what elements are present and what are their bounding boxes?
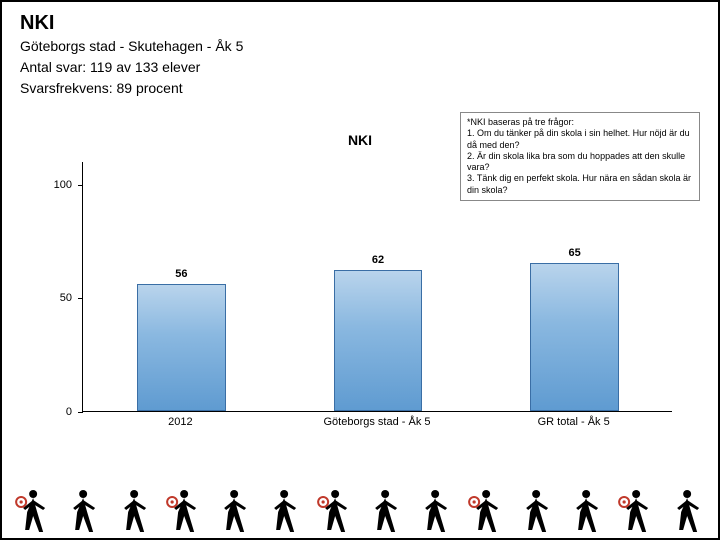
y-tick-label: 50 [60,292,72,304]
silhouette-icon [8,488,58,534]
x-tick-label: GR total - Åk 5 [538,416,610,428]
subtitle-line-1: Göteborgs stad - Skutehagen - Åk 5 [20,37,700,56]
silhouette-icon [410,488,460,534]
y-tick [78,412,83,413]
silhouette-icon [58,488,108,534]
silhouette-icon [310,488,360,534]
silhouette-icon [109,488,159,534]
bar-value-label: 65 [569,247,581,259]
info-line-3: 3. Tänk dig en perfekt skola. Hur nära e… [467,173,693,196]
silhouette-icon [159,488,209,534]
info-line-1: 1. Om du tänker på din skola i sin helhe… [467,128,693,151]
footer-silhouettes [2,486,718,538]
silhouette-icon [461,488,511,534]
subtitle-line-3: Svarsfrekvens: 89 procent [20,79,700,98]
y-tick [78,185,83,186]
info-line-0: *NKI baseras på tre frågor: [467,117,693,128]
x-tick-label: Göteborgs stad - Åk 5 [324,416,431,428]
y-tick-label: 100 [54,179,72,191]
bar-value-label: 62 [372,254,384,266]
silhouette-icon [611,488,661,534]
slide-container: NKI Göteborgs stad - Skutehagen - Åk 5 A… [0,0,720,540]
silhouette-icon [561,488,611,534]
bar [334,270,423,411]
bar-value-label: 56 [175,268,187,280]
info-box: *NKI baseras på tre frågor: 1. Om du tän… [460,112,700,201]
bar [530,263,619,411]
y-tick [78,298,83,299]
silhouette-icon [360,488,410,534]
bar [137,284,226,411]
chart-area: 566265 0501002012Göteborgs stad - Åk 5GR… [82,162,672,432]
silhouette-icon [259,488,309,534]
header-block: NKI Göteborgs stad - Skutehagen - Åk 5 A… [2,2,718,100]
silhouette-icon [209,488,259,534]
silhouette-icon [511,488,561,534]
silhouette-icon [662,488,712,534]
info-line-2: 2. Är din skola lika bra som du hoppades… [467,151,693,174]
x-tick-label: 2012 [168,416,192,428]
page-title: NKI [20,12,700,35]
y-tick-label: 0 [66,406,72,418]
subtitle-line-2: Antal svar: 119 av 133 elever [20,58,700,77]
